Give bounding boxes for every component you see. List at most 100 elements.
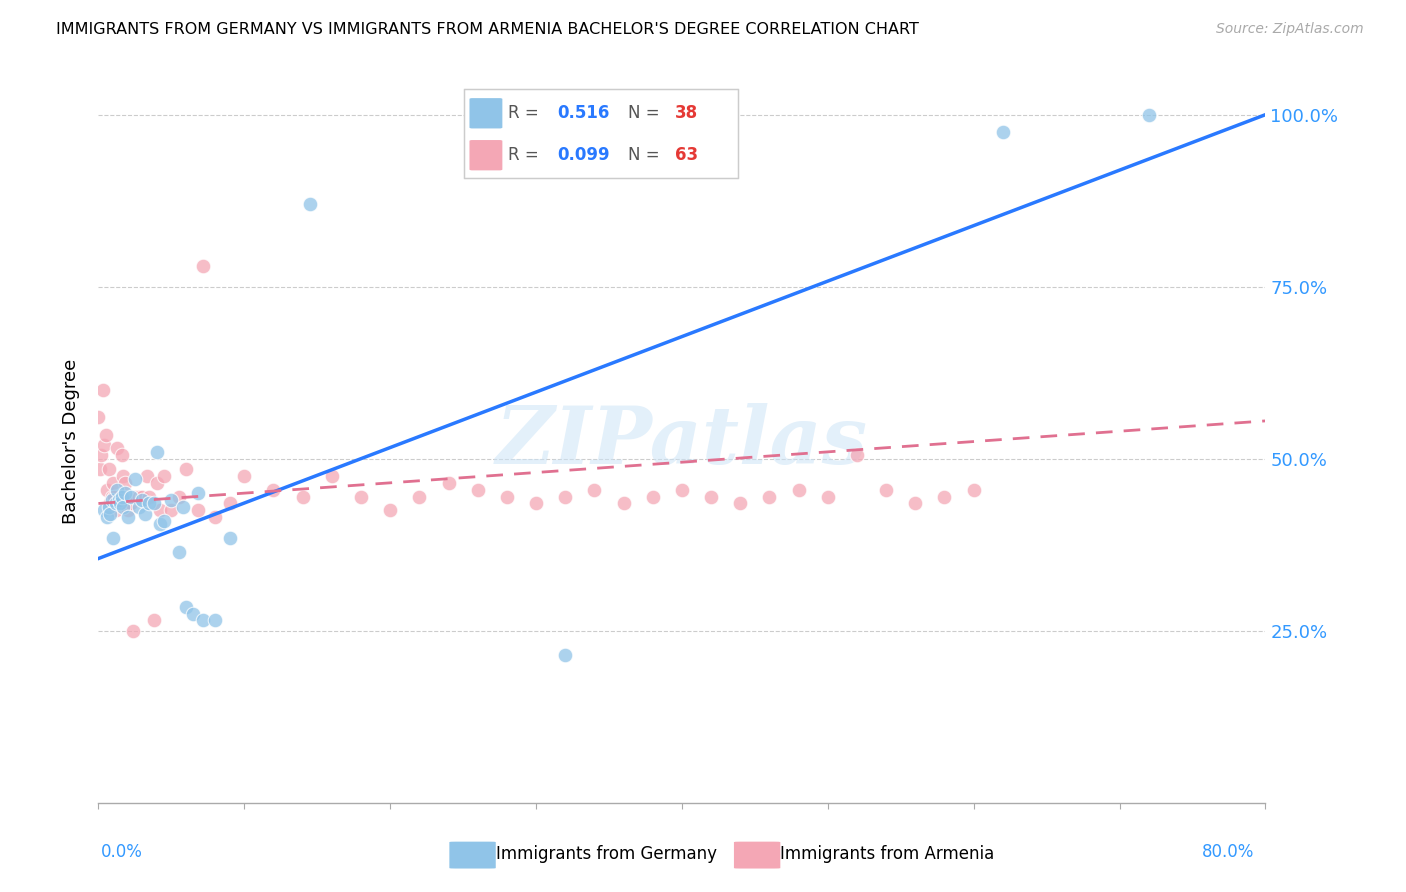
- Text: 80.0%: 80.0%: [1202, 843, 1254, 861]
- Point: [94, 427, 117, 442]
- Point: [120, 490, 142, 504]
- FancyBboxPatch shape: [734, 842, 780, 869]
- Text: 0.099: 0.099: [557, 146, 610, 164]
- Point: [100, 490, 122, 504]
- Point: [174, 599, 197, 614]
- Point: [846, 448, 869, 462]
- Point: [104, 496, 127, 510]
- Point: [124, 472, 146, 486]
- Point: [100, 493, 122, 508]
- Point: [218, 496, 240, 510]
- Point: [218, 531, 240, 545]
- Point: [135, 469, 157, 483]
- Point: [904, 496, 927, 510]
- Point: [153, 469, 176, 483]
- Point: [105, 483, 128, 497]
- Point: [114, 486, 136, 500]
- Point: [1137, 108, 1160, 122]
- Point: [101, 475, 124, 490]
- Point: [193, 614, 215, 628]
- Point: [437, 475, 460, 490]
- Point: [962, 483, 984, 497]
- Point: [98, 507, 121, 521]
- Point: [149, 503, 172, 517]
- Point: [167, 544, 190, 558]
- Point: [120, 496, 142, 510]
- Point: [174, 462, 197, 476]
- Point: [110, 496, 132, 510]
- Text: 0.516: 0.516: [557, 104, 610, 122]
- Text: 0.0%: 0.0%: [101, 843, 143, 861]
- Point: [131, 493, 153, 508]
- Point: [204, 614, 226, 628]
- Point: [291, 490, 314, 504]
- Point: [160, 493, 183, 508]
- Point: [262, 483, 284, 497]
- Point: [350, 490, 373, 504]
- Text: Immigrants from Armenia: Immigrants from Armenia: [780, 845, 994, 863]
- Point: [671, 483, 693, 497]
- Point: [101, 531, 124, 545]
- Point: [146, 475, 169, 490]
- Point: [991, 125, 1014, 139]
- Text: Immigrants from Germany: Immigrants from Germany: [496, 845, 717, 863]
- Point: [98, 496, 121, 510]
- Point: [583, 483, 606, 497]
- Point: [117, 503, 139, 517]
- Text: N =: N =: [628, 146, 665, 164]
- Point: [149, 517, 172, 532]
- Point: [108, 493, 131, 508]
- Point: [110, 496, 132, 510]
- Point: [758, 490, 780, 504]
- Text: 38: 38: [675, 104, 699, 122]
- Point: [128, 500, 150, 514]
- Point: [125, 490, 148, 504]
- Point: [233, 469, 256, 483]
- Text: R =: R =: [508, 104, 544, 122]
- Point: [142, 496, 165, 510]
- Point: [97, 500, 120, 514]
- Point: [496, 490, 519, 504]
- Point: [187, 486, 209, 500]
- Point: [181, 607, 204, 621]
- Point: [408, 490, 430, 504]
- Point: [138, 496, 160, 510]
- Point: [128, 490, 150, 504]
- Y-axis label: Bachelor's Degree: Bachelor's Degree: [62, 359, 80, 524]
- Point: [167, 490, 190, 504]
- Point: [700, 142, 723, 156]
- Point: [131, 490, 153, 504]
- Point: [524, 496, 547, 510]
- Point: [89, 462, 111, 476]
- Point: [817, 490, 839, 504]
- Point: [134, 507, 156, 521]
- FancyBboxPatch shape: [450, 842, 496, 869]
- Text: ZIPatlas: ZIPatlas: [496, 403, 868, 480]
- Point: [87, 410, 110, 425]
- Point: [112, 500, 135, 514]
- Point: [612, 496, 634, 510]
- FancyBboxPatch shape: [470, 140, 502, 170]
- Point: [146, 445, 169, 459]
- Point: [153, 514, 176, 528]
- Point: [187, 503, 209, 517]
- Point: [112, 469, 135, 483]
- Text: IMMIGRANTS FROM GERMANY VS IMMIGRANTS FROM ARMENIA BACHELOR'S DEGREE CORRELATION: IMMIGRANTS FROM GERMANY VS IMMIGRANTS FR…: [56, 22, 920, 37]
- Point: [730, 496, 752, 510]
- Point: [142, 614, 165, 628]
- Point: [934, 490, 956, 504]
- Point: [103, 490, 125, 504]
- Point: [641, 490, 664, 504]
- Point: [111, 490, 134, 504]
- Point: [160, 503, 183, 517]
- Text: N =: N =: [628, 104, 665, 122]
- Point: [104, 503, 127, 517]
- Point: [97, 462, 120, 476]
- Point: [90, 448, 112, 462]
- Point: [787, 483, 810, 497]
- Text: 63: 63: [675, 146, 699, 164]
- Point: [700, 490, 723, 504]
- Point: [554, 648, 576, 662]
- Point: [122, 624, 145, 638]
- Point: [467, 483, 489, 497]
